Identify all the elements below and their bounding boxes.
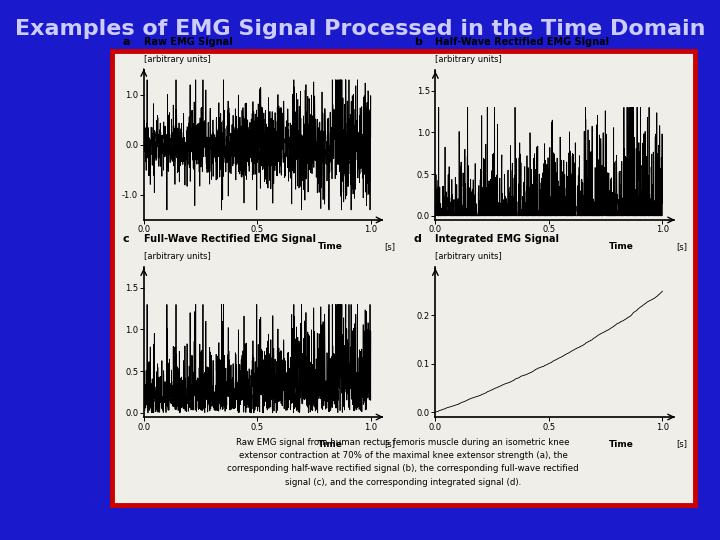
Text: c: c — [122, 234, 129, 244]
Text: [s]: [s] — [676, 242, 687, 252]
Text: Raw EMG signal from human rectus femoris muscle during an isometric knee
extenso: Raw EMG signal from human rectus femoris… — [228, 438, 579, 487]
Text: [s]: [s] — [384, 440, 395, 449]
Text: a: a — [122, 37, 130, 47]
Text: b: b — [414, 37, 422, 47]
Text: Full-Wave Rectified EMG Signal: Full-Wave Rectified EMG Signal — [144, 234, 316, 244]
Text: Raw EMG Signal: Raw EMG Signal — [144, 37, 233, 47]
Text: Half-Wave Rectified EMG Signal: Half-Wave Rectified EMG Signal — [436, 37, 609, 47]
Text: [arbitrary units]: [arbitrary units] — [144, 55, 210, 64]
Text: [arbitrary units]: [arbitrary units] — [144, 252, 210, 261]
Text: [arbitrary units]: [arbitrary units] — [436, 55, 502, 64]
Text: Time: Time — [609, 440, 634, 449]
Text: [s]: [s] — [384, 242, 395, 252]
Text: [arbitrary units]: [arbitrary units] — [436, 252, 502, 261]
Text: [s]: [s] — [676, 440, 687, 449]
Text: Time: Time — [318, 242, 343, 252]
Text: Examples of EMG Signal Processed in the Time Domain: Examples of EMG Signal Processed in the … — [14, 19, 706, 39]
Text: Time: Time — [609, 242, 634, 252]
Text: Integrated EMG Signal: Integrated EMG Signal — [436, 234, 559, 244]
Text: Time: Time — [318, 440, 343, 449]
Text: d: d — [414, 234, 422, 244]
